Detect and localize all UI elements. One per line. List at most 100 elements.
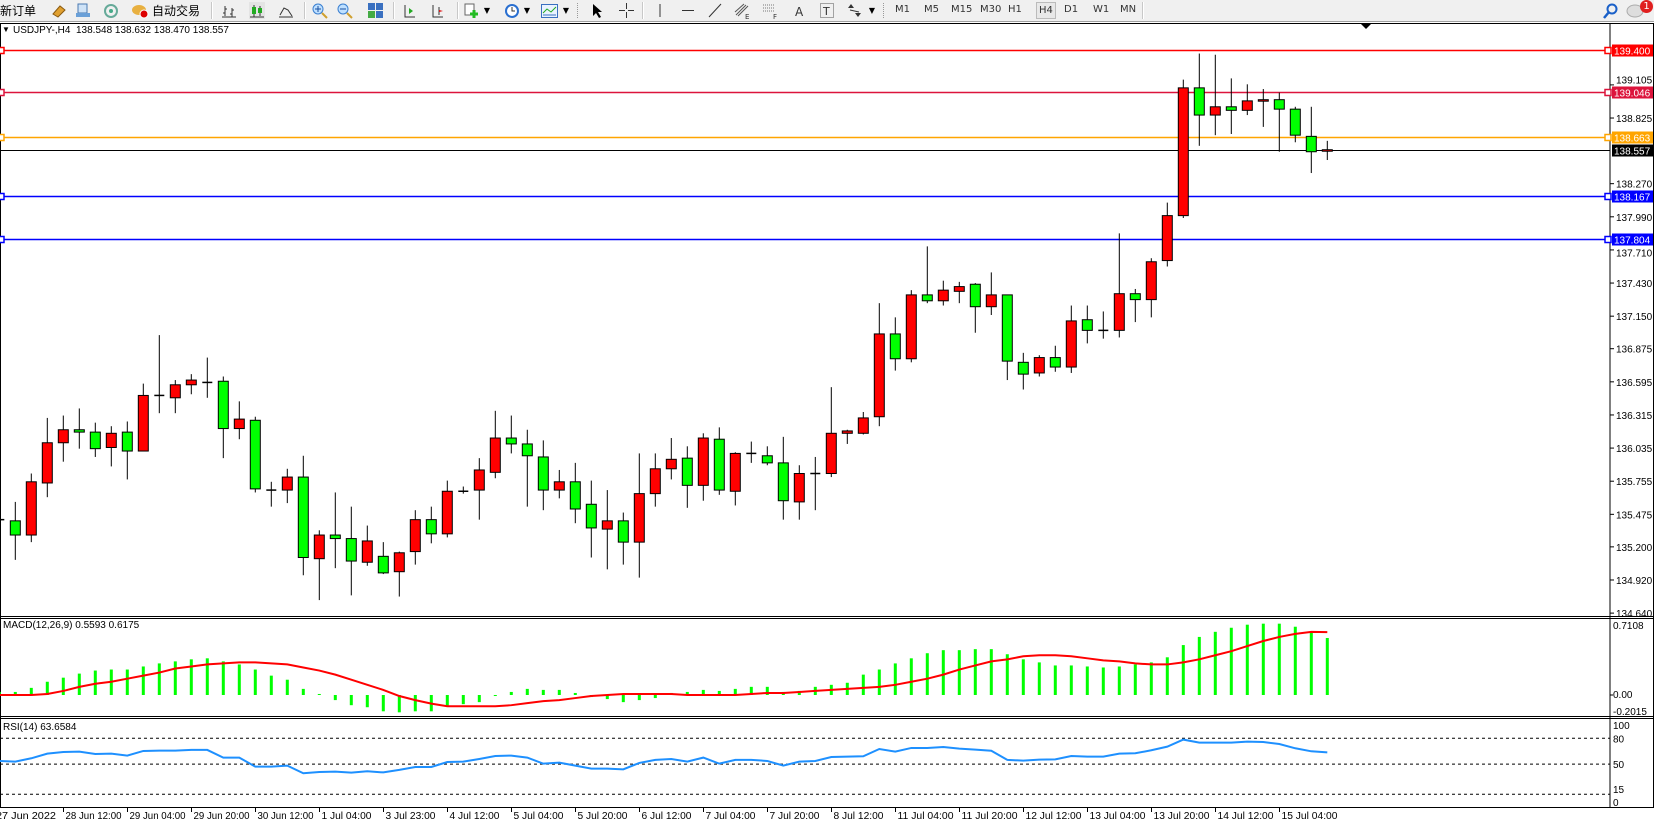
line-anchor-handle[interactable] [1604,88,1612,97]
fibonacci-fan-icon[interactable]: F [762,2,778,19]
chart-shift-icon[interactable] [429,2,445,19]
candle[interactable] [585,480,597,558]
candle[interactable] [825,387,837,478]
timeframe-m30[interactable]: M30 [980,4,1002,15]
candlestick-icon[interactable] [249,2,265,19]
candle[interactable] [857,411,869,435]
candle[interactable] [345,506,357,596]
candle[interactable] [761,446,773,466]
candle[interactable] [1161,202,1173,267]
text-icon[interactable]: A [792,2,808,19]
candle[interactable] [57,415,69,462]
candle[interactable] [777,436,789,520]
candle[interactable] [25,473,37,543]
candle[interactable] [1305,106,1317,174]
candle[interactable] [537,440,549,511]
candle[interactable] [665,438,677,480]
candle[interactable] [921,246,933,304]
candle[interactable] [9,501,21,560]
candle[interactable] [441,480,453,538]
candle[interactable] [841,429,853,444]
timeframe-d1[interactable]: D1 [1064,4,1079,15]
candle[interactable] [154,335,165,414]
candle[interactable] [41,417,53,498]
candle[interactable] [1033,355,1045,377]
line-anchor-handle[interactable] [0,192,5,201]
templates-dropdown-icon[interactable]: ▼ [562,6,570,15]
candle[interactable] [953,281,965,304]
candle[interactable] [1145,258,1157,318]
bar-chart-icon[interactable] [221,2,237,19]
candle[interactable] [681,446,693,508]
candle[interactable] [361,525,373,566]
candle[interactable] [746,441,757,463]
candle[interactable] [1017,352,1029,390]
candle[interactable] [377,542,389,575]
candle[interactable] [601,490,613,570]
candle[interactable] [1225,78,1237,134]
new-chart-dropdown-icon[interactable]: ▼ [483,6,491,15]
candle[interactable] [1257,89,1269,127]
candle[interactable] [697,433,709,501]
candle[interactable] [217,376,229,459]
zoom-in-icon[interactable] [312,2,328,19]
candle[interactable] [1098,311,1109,339]
candle[interactable] [793,465,805,520]
tile-windows-icon[interactable] [367,2,383,19]
candle[interactable] [649,453,661,507]
candle[interactable] [409,510,421,565]
candle[interactable] [569,462,581,524]
timeframe-m1[interactable]: M1 [895,4,910,15]
candle[interactable] [249,416,261,493]
candle[interactable] [1081,305,1093,344]
auto-scroll-icon[interactable] [401,2,417,19]
line-anchor-handle[interactable] [0,88,5,97]
templates-icon[interactable] [540,2,558,19]
candle[interactable] [1129,288,1141,323]
candle[interactable] [281,468,293,504]
candle[interactable] [473,458,485,520]
autotrading-icon[interactable] [130,2,150,19]
new-chart-icon[interactable] [463,2,481,19]
line-anchor-handle[interactable] [1604,235,1612,244]
timeframe-h4[interactable]: H4 [1036,2,1056,19]
candle[interactable] [505,415,517,454]
candle[interactable] [1241,84,1253,116]
candle[interactable] [458,486,469,494]
signals-icon[interactable] [102,2,120,19]
toolbar-grip[interactable] [883,3,887,18]
timeframe-w1[interactable]: W1 [1093,4,1110,15]
candle[interactable] [73,408,85,449]
search-icon[interactable] [1602,2,1618,19]
line-anchor-handle[interactable] [0,46,5,55]
candle[interactable] [1065,305,1077,373]
text-label-icon[interactable]: T [819,2,835,19]
candle[interactable] [233,401,245,440]
arrows-dropdown-icon[interactable]: ▼ [868,6,876,15]
autotrading-button[interactable]: 自动交易 [152,2,200,19]
fibonacci-expansion-icon[interactable]: E [734,2,750,19]
candle[interactable] [1049,345,1061,372]
candle[interactable] [425,506,437,544]
candle[interactable] [313,530,325,601]
candle[interactable] [1273,92,1285,152]
candle[interactable] [185,374,197,395]
candle[interactable] [105,426,117,467]
timeframe-m15[interactable]: M15 [951,4,973,15]
candle[interactable] [489,410,501,479]
candle[interactable] [889,317,901,371]
candle[interactable] [297,455,309,576]
candle[interactable] [617,512,629,565]
horizontal-line-icon[interactable] [680,2,696,19]
timeframe-mn[interactable]: MN [1120,4,1137,15]
candle[interactable] [937,280,949,306]
candle[interactable] [521,429,533,507]
candle[interactable] [873,303,885,427]
timeframe-h1[interactable]: H1 [1008,4,1022,15]
candle[interactable] [393,551,405,597]
periodicity-dropdown-icon[interactable]: ▼ [523,6,531,15]
line-anchor-handle[interactable] [1604,133,1612,142]
candle[interactable] [1321,140,1333,161]
line-anchor-handle[interactable] [1604,46,1612,55]
